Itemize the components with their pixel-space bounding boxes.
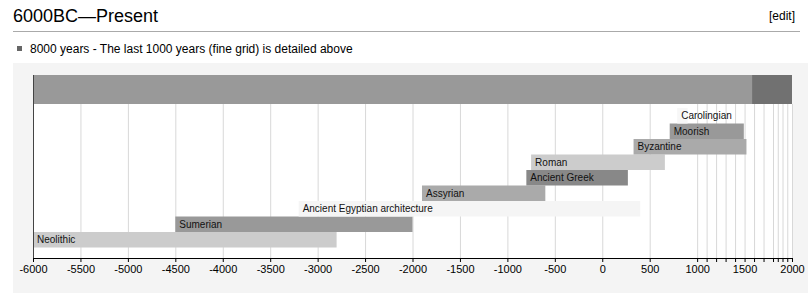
tick-label: -2500: [351, 263, 379, 275]
tick-label: -500: [544, 263, 566, 275]
period-label: Ancient Egyptian architecture: [303, 203, 434, 214]
chart: 6000BC—Present [edit] 8000 years - The las…: [0, 0, 808, 293]
tick-label: -1500: [446, 263, 474, 275]
tick-mark: [460, 258, 461, 262]
edit-link[interactable]: [edit]: [769, 9, 795, 23]
tick-mark: [413, 258, 414, 262]
grid-line: [365, 104, 366, 258]
period-label: Neolithic: [37, 234, 75, 245]
tick-mark: [507, 258, 508, 262]
period-bar: [33, 232, 337, 248]
tick: -500: [544, 258, 566, 275]
grid: [34, 104, 793, 262]
tick: -4500: [162, 258, 190, 275]
tick-label: 2000: [780, 263, 804, 275]
x-axis: -6000-5500-5000-4500-4000-3500-3000-2500…: [19, 258, 804, 275]
period-label: Roman: [535, 157, 567, 168]
plot-edge: [33, 75, 34, 258]
tick-label: -2000: [399, 263, 427, 275]
tick: -2500: [351, 258, 379, 275]
period-bar: [634, 139, 747, 155]
grid-line: [460, 104, 461, 258]
tick: 2000: [780, 258, 804, 275]
tick-mark: [223, 258, 224, 262]
tick-label: -5500: [67, 263, 95, 275]
tick-mark: [602, 258, 603, 262]
tick-mark: [175, 258, 176, 262]
tick-label: -3000: [304, 263, 332, 275]
fine-grid-line: [764, 104, 765, 258]
tick-mark: [33, 258, 34, 262]
fine-grid-line: [783, 104, 784, 258]
tick-label: 1000: [685, 263, 709, 275]
tick: 1000: [685, 258, 709, 275]
tick: 1500: [733, 258, 757, 275]
tick-label: -4000: [209, 263, 237, 275]
tick-label: 500: [641, 263, 659, 275]
labels: Neolithic Sumerian Ancient Egyptian archit…: [37, 110, 732, 245]
chart-background: [13, 63, 808, 293]
fine-grid-line: [773, 104, 774, 258]
tick: 0: [600, 258, 606, 275]
tick-mark: [270, 258, 271, 262]
plot-area: [33, 75, 792, 258]
period-label: Byzantine: [638, 141, 682, 152]
tick-label: -1000: [494, 263, 522, 275]
tick-mark: [697, 258, 698, 262]
tick-label: -5000: [114, 263, 142, 275]
fine-grid-line: [754, 104, 755, 258]
tick-label: -6000: [19, 263, 47, 275]
period-bar: [175, 217, 412, 233]
tick-mark: [792, 258, 793, 262]
period-label: Sumerian: [179, 219, 222, 230]
tick: 500: [641, 258, 659, 275]
grid-line: [507, 104, 508, 258]
grid-line: [413, 104, 414, 258]
bullet: [17, 46, 22, 51]
tick: -3500: [257, 258, 285, 275]
detail-span-bar: [752, 75, 792, 104]
period-label: Assyrian: [426, 188, 464, 199]
tick: -2000: [399, 258, 427, 275]
grid-line: [745, 104, 746, 258]
tick-mark: [80, 258, 81, 262]
period-label: Ancient Greek: [530, 172, 594, 183]
tick-mark: [128, 258, 129, 262]
tick: -5000: [114, 258, 142, 275]
period-label: Carolingian: [681, 110, 732, 121]
tick: -5500: [67, 258, 95, 275]
period-label: Moorish: [674, 126, 710, 137]
tick: -6000: [19, 258, 47, 275]
period-bar: [299, 201, 641, 217]
span-bar: [33, 75, 792, 104]
period-bar: [531, 155, 665, 171]
tick-label: 1500: [733, 263, 757, 275]
marks: [33, 75, 792, 248]
grid-line: [650, 104, 651, 258]
tick-label: 0: [600, 263, 606, 275]
period-bar: [670, 124, 744, 140]
fine-grid-line: [787, 104, 788, 258]
tick: -1500: [446, 258, 474, 275]
tick-mark: [650, 258, 651, 262]
fine-grid-line: [778, 104, 779, 258]
tick-mark: [555, 258, 556, 262]
tick-label: -4500: [162, 263, 190, 275]
period-bar: [526, 170, 628, 186]
tick: -1000: [494, 258, 522, 275]
tick: -4000: [209, 258, 237, 275]
subtitle: 8000 years - The last 1000 years (fine g…: [30, 42, 353, 56]
header-rule: [13, 31, 800, 32]
tick-mark: [318, 258, 319, 262]
tick-mark: [365, 258, 366, 262]
title: 6000BC—Present: [13, 6, 158, 26]
tick-mark: [745, 258, 746, 262]
period-bar: [422, 186, 545, 202]
tick: -3000: [304, 258, 332, 275]
grid-line: [792, 104, 793, 258]
tick-label: -3500: [257, 263, 285, 275]
